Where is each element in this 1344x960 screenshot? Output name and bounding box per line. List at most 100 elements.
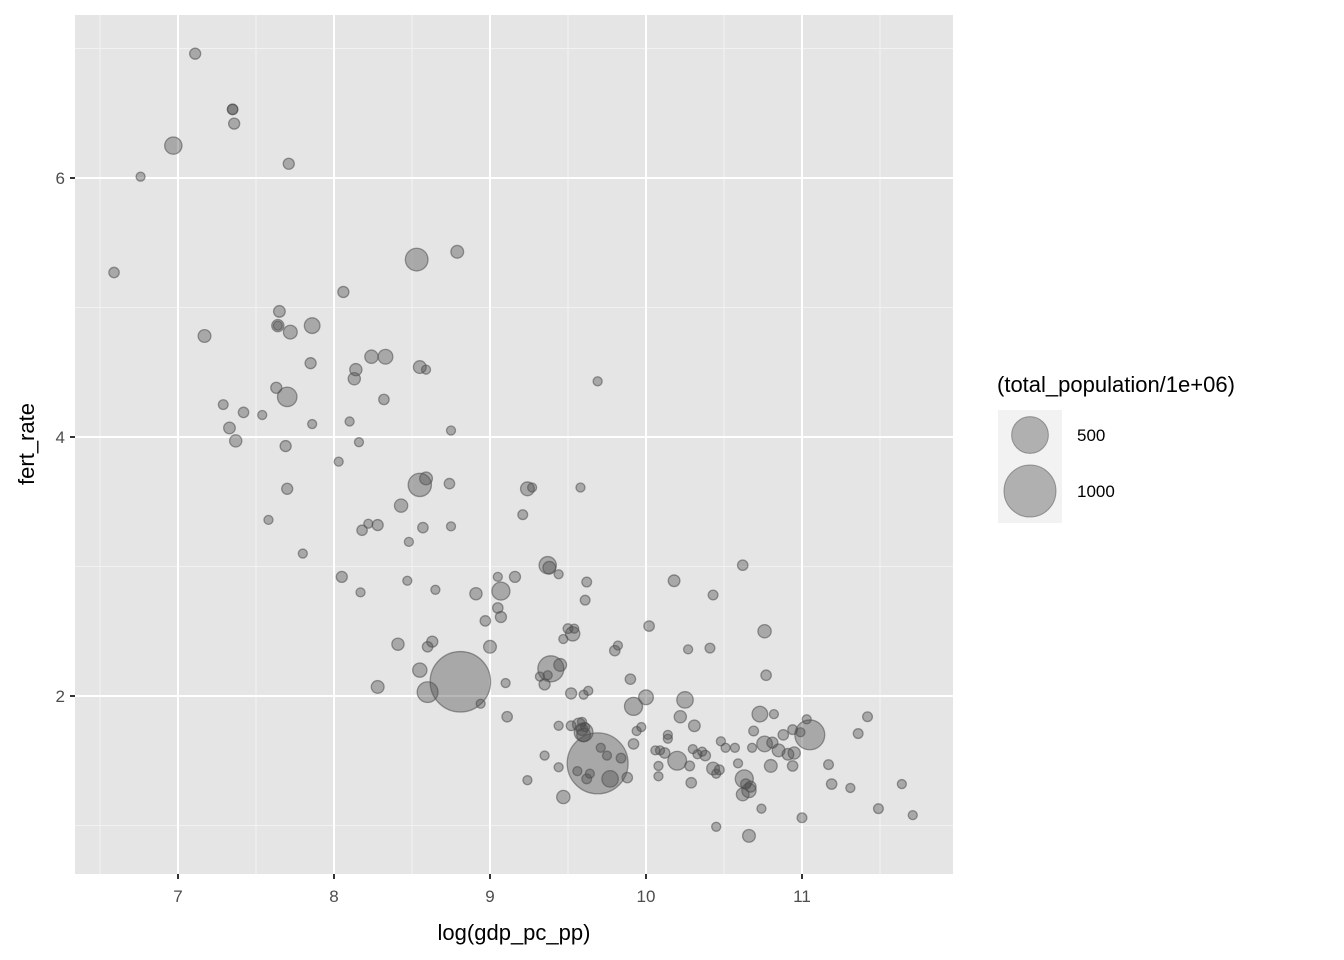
data-point (845, 782, 856, 794)
data-point (592, 376, 603, 387)
data-point (623, 696, 644, 717)
data-point (627, 738, 640, 750)
data-point (564, 687, 578, 700)
data-point (281, 482, 294, 495)
legend-key-background (998, 410, 1062, 523)
data-point (412, 662, 428, 678)
data-point (517, 509, 529, 521)
data-point (756, 803, 767, 814)
data-point (135, 171, 146, 182)
x-tick-label: 11 (793, 887, 811, 906)
data-point (276, 386, 298, 408)
data-point (662, 733, 673, 744)
data-point (378, 393, 390, 406)
data-point (699, 749, 712, 762)
data-point (223, 421, 236, 435)
data-point (777, 728, 790, 741)
data-point (227, 117, 241, 130)
data-point (335, 570, 348, 584)
data-point (687, 719, 701, 733)
data-point (402, 575, 413, 586)
data-point (282, 157, 295, 170)
data-point (417, 521, 429, 534)
data-point (707, 589, 719, 601)
data-point (564, 626, 581, 642)
y-tick-label: 6 (56, 169, 65, 188)
data-point (272, 320, 283, 331)
data-point (795, 727, 806, 738)
data-point (768, 708, 780, 720)
data-point (673, 709, 688, 724)
data-point (624, 673, 637, 686)
data-point (282, 324, 298, 340)
x-tick-label: 10 (637, 887, 656, 906)
data-point (595, 742, 606, 753)
data-point (575, 482, 586, 493)
data-point (631, 725, 642, 737)
data-point (445, 521, 457, 532)
data-point (272, 304, 286, 318)
data-point (684, 760, 696, 772)
data-point (566, 732, 629, 795)
legend-key-500 (1011, 416, 1049, 454)
data-point (794, 719, 826, 751)
data-point (445, 425, 457, 436)
data-point (333, 456, 344, 467)
data-point (796, 812, 808, 824)
data-point (188, 47, 202, 60)
data-point (682, 644, 694, 655)
data-point (491, 581, 511, 601)
data-point (393, 498, 409, 513)
data-point (344, 416, 355, 427)
data-point (430, 584, 441, 595)
data-point (823, 759, 835, 771)
x-tick-label: 9 (485, 887, 494, 906)
y-tick-label: 2 (56, 687, 65, 706)
data-point (746, 742, 758, 753)
data-point (896, 778, 907, 790)
data-point (108, 266, 120, 279)
data-point (553, 569, 564, 580)
data-point (601, 770, 619, 788)
data-point (711, 821, 722, 832)
data-point (356, 524, 368, 537)
plot-panel (75, 15, 953, 874)
data-point (526, 482, 538, 493)
data-point (667, 574, 681, 588)
data-point (729, 742, 741, 753)
legend-title: (total_population/1e+06) (997, 372, 1235, 397)
y-axis-title: fert_rate (14, 403, 39, 485)
data-point (653, 760, 664, 772)
data-point (538, 678, 551, 691)
data-point (337, 285, 350, 299)
data-point (482, 639, 498, 654)
data-point (500, 677, 511, 689)
data-point (583, 685, 594, 696)
data-point (553, 762, 564, 773)
data-point (748, 725, 760, 737)
data-point (404, 247, 429, 272)
data-point (304, 357, 317, 370)
data-point (407, 472, 433, 498)
x-tick-label: 8 (329, 887, 338, 906)
data-point (751, 705, 769, 723)
data-point (228, 434, 243, 448)
data-point (353, 437, 365, 448)
data-point (197, 328, 212, 344)
data-point (450, 244, 465, 259)
data-point (756, 735, 774, 753)
data-point (508, 570, 522, 584)
data-point (736, 559, 749, 572)
data-point (711, 768, 722, 779)
x-axis: 7 8 9 10 11 (173, 874, 811, 906)
data-point (581, 576, 593, 588)
data-point (542, 670, 553, 681)
data-point (307, 418, 318, 430)
data-point (556, 789, 571, 805)
data-point (907, 809, 918, 821)
data-point (786, 760, 799, 772)
data-point (760, 669, 772, 682)
data-point (364, 349, 379, 364)
grid-major (75, 15, 953, 874)
